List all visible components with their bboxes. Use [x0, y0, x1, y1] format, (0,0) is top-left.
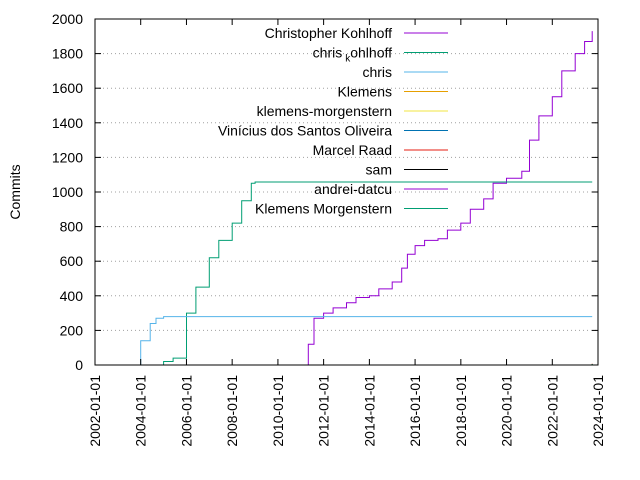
- legend-entry: Klemens Morgenstern: [255, 201, 448, 217]
- legend-label: Vinícius dos Santos Oliveira: [218, 123, 392, 139]
- x-tick-label: 2006-01-01: [178, 375, 194, 447]
- y-tick-label: 800: [60, 219, 84, 235]
- legend-entry: Marcel Raad: [313, 142, 448, 158]
- x-tick-label: 2020-01-01: [499, 375, 515, 447]
- y-tick-label: 1000: [52, 184, 83, 200]
- legend-entry: andrei-datcu: [314, 181, 448, 197]
- legend-label: klemens-morgenstern: [257, 103, 392, 119]
- legend-entry: sam: [366, 162, 448, 178]
- x-tick-label: 2024-01-01: [590, 375, 606, 447]
- legend-label: Klemens Morgenstern: [255, 201, 392, 217]
- legend-entry: Klemens: [338, 84, 448, 100]
- legend-label: Klemens: [338, 84, 392, 100]
- x-tick-label: 2008-01-01: [224, 375, 240, 447]
- y-tick-label: 1400: [52, 115, 83, 131]
- legend-entry: Vinícius dos Santos Oliveira: [218, 123, 448, 139]
- legend-entry: Christopher Kohlhoff: [265, 25, 448, 41]
- legend-label: chris: [362, 64, 392, 80]
- y-axis-title: Commits: [7, 164, 23, 219]
- series-line-3: [134, 316, 593, 366]
- legend-entry: klemens-morgenstern: [257, 103, 448, 119]
- y-tick-label: 1800: [52, 46, 83, 62]
- x-tick-label: 2016-01-01: [407, 375, 423, 447]
- legend-label: sam: [366, 162, 392, 178]
- x-tick-label: 2002-01-01: [87, 375, 103, 447]
- legend-entry: chris: [362, 64, 448, 80]
- x-tick-label: 2004-01-01: [133, 375, 149, 447]
- y-tick-label: 1200: [52, 149, 83, 165]
- y-tick-label: 0: [75, 357, 83, 373]
- x-tick-label: 2014-01-01: [361, 375, 377, 447]
- x-tick-label: 2022-01-01: [544, 375, 560, 447]
- x-tick-label: 2010-01-01: [270, 375, 286, 447]
- legend-label: Marcel Raad: [313, 142, 392, 158]
- legend-label: andrei-datcu: [314, 181, 392, 197]
- legend-label: chris kohlhoff: [313, 45, 392, 65]
- legend-entry: chris kohlhoff: [313, 45, 448, 65]
- y-tick-label: 2000: [52, 11, 83, 27]
- axis-ticks: 0 200 400 600 800 1000 1200 1400 1600 1800 2000 200…: [52, 11, 606, 447]
- x-tick-label: 2018-01-01: [453, 375, 469, 447]
- series-line-2: [150, 181, 593, 366]
- legend-label: Christopher Kohlhoff: [265, 25, 392, 41]
- x-tick-label: 2012-01-01: [316, 375, 332, 447]
- series-layer: [134, 31, 593, 366]
- y-tick-label: 400: [60, 288, 84, 304]
- y-tick-label: 200: [60, 322, 84, 338]
- y-tick-label: 600: [60, 253, 84, 269]
- series-line-1: [306, 31, 593, 366]
- y-tick-label: 1600: [52, 80, 83, 96]
